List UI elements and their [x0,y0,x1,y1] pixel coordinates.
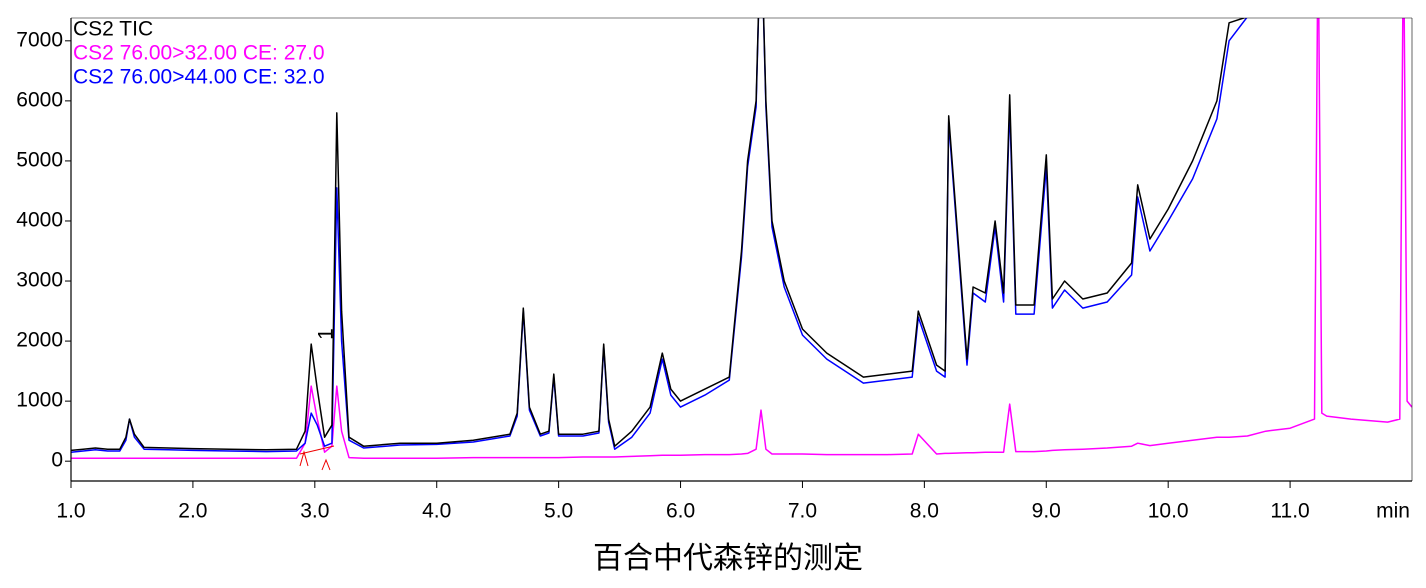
x-tick-label: 6.0 [666,500,695,523]
y-tick-label: 6000 [16,88,63,111]
x-tick-label: 8.0 [910,500,939,523]
integration-marks [299,445,335,471]
x-tick-label: 1.0 [56,500,85,523]
x-axis-label: min [1376,500,1410,523]
chart-title: 百合中代森锌的测定 [593,542,863,575]
x-tick-label: 4.0 [422,500,451,523]
y-tick-label: 1000 [16,389,63,412]
plot-area [71,18,1412,459]
legend-entry: CS2 76.00>44.00 CE: 32.0 [73,66,325,89]
x-tick-label: 3.0 [300,500,329,523]
peak-annotation: 1 [315,328,338,340]
series-line [71,18,1412,459]
y-tick-label: 3000 [16,269,63,292]
y-tick-label: 0 [51,449,63,472]
series-line [71,18,1247,452]
x-tick-label: 9.0 [1032,500,1061,523]
x-tick-label: 7.0 [788,500,817,523]
y-tick-label: 5000 [16,148,63,171]
x-tick-label: 2.0 [178,500,207,523]
x-tick-label: 5.0 [544,500,573,523]
y-tick-label: 2000 [16,329,63,352]
y-tick-label: 4000 [16,209,63,232]
legend-entry: CS2 76.00>32.00 CE: 27.0 [73,42,325,65]
series-line [71,18,1248,453]
legend-entry: CS2 TIC [73,18,153,41]
x-tick-label: 11.0 [1270,500,1309,523]
y-tick-label: 7000 [16,28,63,51]
x-tick-label: 10.0 [1148,500,1189,523]
